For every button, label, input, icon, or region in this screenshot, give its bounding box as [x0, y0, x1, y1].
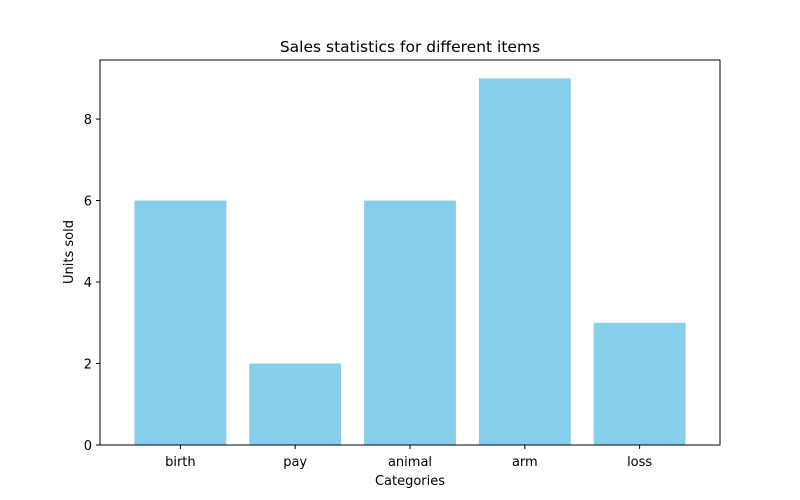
y-tick-label: 8 — [84, 113, 92, 128]
x-axis-ticks: birth pay animal arm loss — [165, 445, 652, 470]
y-tick-label: 0 — [84, 439, 92, 454]
bar-loss — [593, 322, 686, 445]
y-axis-ticks: 0 2 4 6 8 — [84, 113, 100, 454]
x-tick-label: loss — [627, 455, 652, 470]
x-tick-label: birth — [165, 455, 196, 470]
bar-birth — [134, 200, 227, 445]
plot-frame — [99, 59, 721, 446]
x-axis-label: Categories — [375, 474, 445, 489]
bars-group — [134, 78, 686, 445]
y-tick-label: 2 — [84, 358, 92, 373]
bar-arm — [478, 78, 571, 445]
y-tick-label: 6 — [84, 195, 92, 210]
x-tick-label: animal — [388, 455, 432, 470]
y-axis-label: Units sold — [62, 220, 77, 284]
bar-animal — [364, 200, 456, 445]
x-tick-label: arm — [512, 455, 538, 470]
chart-title: Sales statistics for different items — [280, 38, 540, 56]
x-tick-label: pay — [283, 455, 307, 470]
y-tick-label: 4 — [84, 276, 92, 291]
bar-pay — [249, 363, 342, 445]
